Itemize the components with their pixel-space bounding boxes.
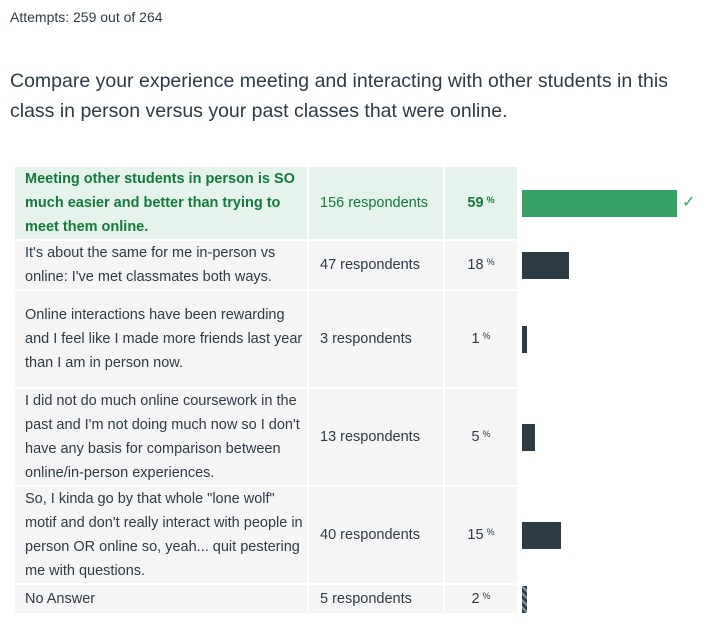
percent-symbol: %: [482, 331, 491, 341]
percent-symbol: %: [482, 591, 491, 601]
answer-text: No Answer: [15, 585, 307, 613]
percent-bar: [522, 325, 527, 353]
percent-value: 15: [467, 527, 484, 543]
answer-row: I did not do much online coursework in t…: [15, 389, 710, 487]
percent-symbol: %: [486, 257, 495, 267]
answer-text: I did not do much online coursework in t…: [15, 389, 307, 485]
answer-row: It's about the same for me in-person vs …: [15, 241, 710, 291]
percent-bar: [522, 521, 561, 549]
answer-row-correct: Meeting other students in person is SO m…: [15, 167, 710, 241]
answer-percent: 18%: [445, 241, 517, 289]
percent-bar: [522, 251, 569, 279]
bar-container: [522, 291, 682, 387]
percent-value: 1: [471, 331, 480, 347]
answer-text: It's about the same for me in-person vs …: [15, 241, 307, 289]
percent-value: 59: [467, 195, 484, 211]
percent-value: 18: [467, 257, 484, 273]
bar-container: [522, 389, 682, 485]
answer-text: Online interactions have been rewarding …: [15, 291, 307, 387]
answer-row-no-answer: No Answer 5 respondents 2%: [15, 585, 710, 615]
percent-symbol: %: [486, 527, 495, 537]
question-text: Compare your experience meeting and inte…: [10, 70, 668, 122]
bar-container: ✓: [522, 167, 695, 239]
percent-bar: [522, 585, 527, 613]
percent-symbol: %: [486, 195, 495, 205]
bar-container: [522, 241, 682, 289]
answer-results: Meeting other students in person is SO m…: [15, 167, 710, 615]
answer-percent: 5%: [445, 389, 517, 485]
answer-text: So, I kinda go by that whole "lone wolf"…: [15, 487, 307, 583]
answer-percent: 59%: [445, 167, 517, 239]
respondent-count: 5 respondents: [309, 585, 443, 613]
respondent-count: 156 respondents: [309, 167, 443, 239]
respondent-count: 3 respondents: [309, 291, 443, 387]
answer-row: Online interactions have been rewarding …: [15, 291, 710, 389]
answer-percent: 1%: [445, 291, 517, 387]
answer-percent: 15%: [445, 487, 517, 583]
percent-bar: [522, 189, 677, 217]
percent-symbol: %: [482, 429, 491, 439]
attempts-count: Attempts: 259 out of 264: [10, 9, 163, 25]
answer-text: Meeting other students in person is SO m…: [15, 167, 307, 239]
checkmark-icon: ✓: [682, 194, 696, 211]
respondent-count: 47 respondents: [309, 241, 443, 289]
answer-row: So, I kinda go by that whole "lone wolf"…: [15, 487, 710, 585]
respondent-count: 40 respondents: [309, 487, 443, 583]
respondent-count: 13 respondents: [309, 389, 443, 485]
percent-value: 5: [471, 429, 480, 445]
answer-percent: 2%: [445, 585, 517, 613]
percent-value: 2: [471, 591, 480, 607]
bar-container: [522, 487, 682, 583]
bar-container: [522, 585, 682, 613]
percent-bar: [522, 423, 535, 451]
